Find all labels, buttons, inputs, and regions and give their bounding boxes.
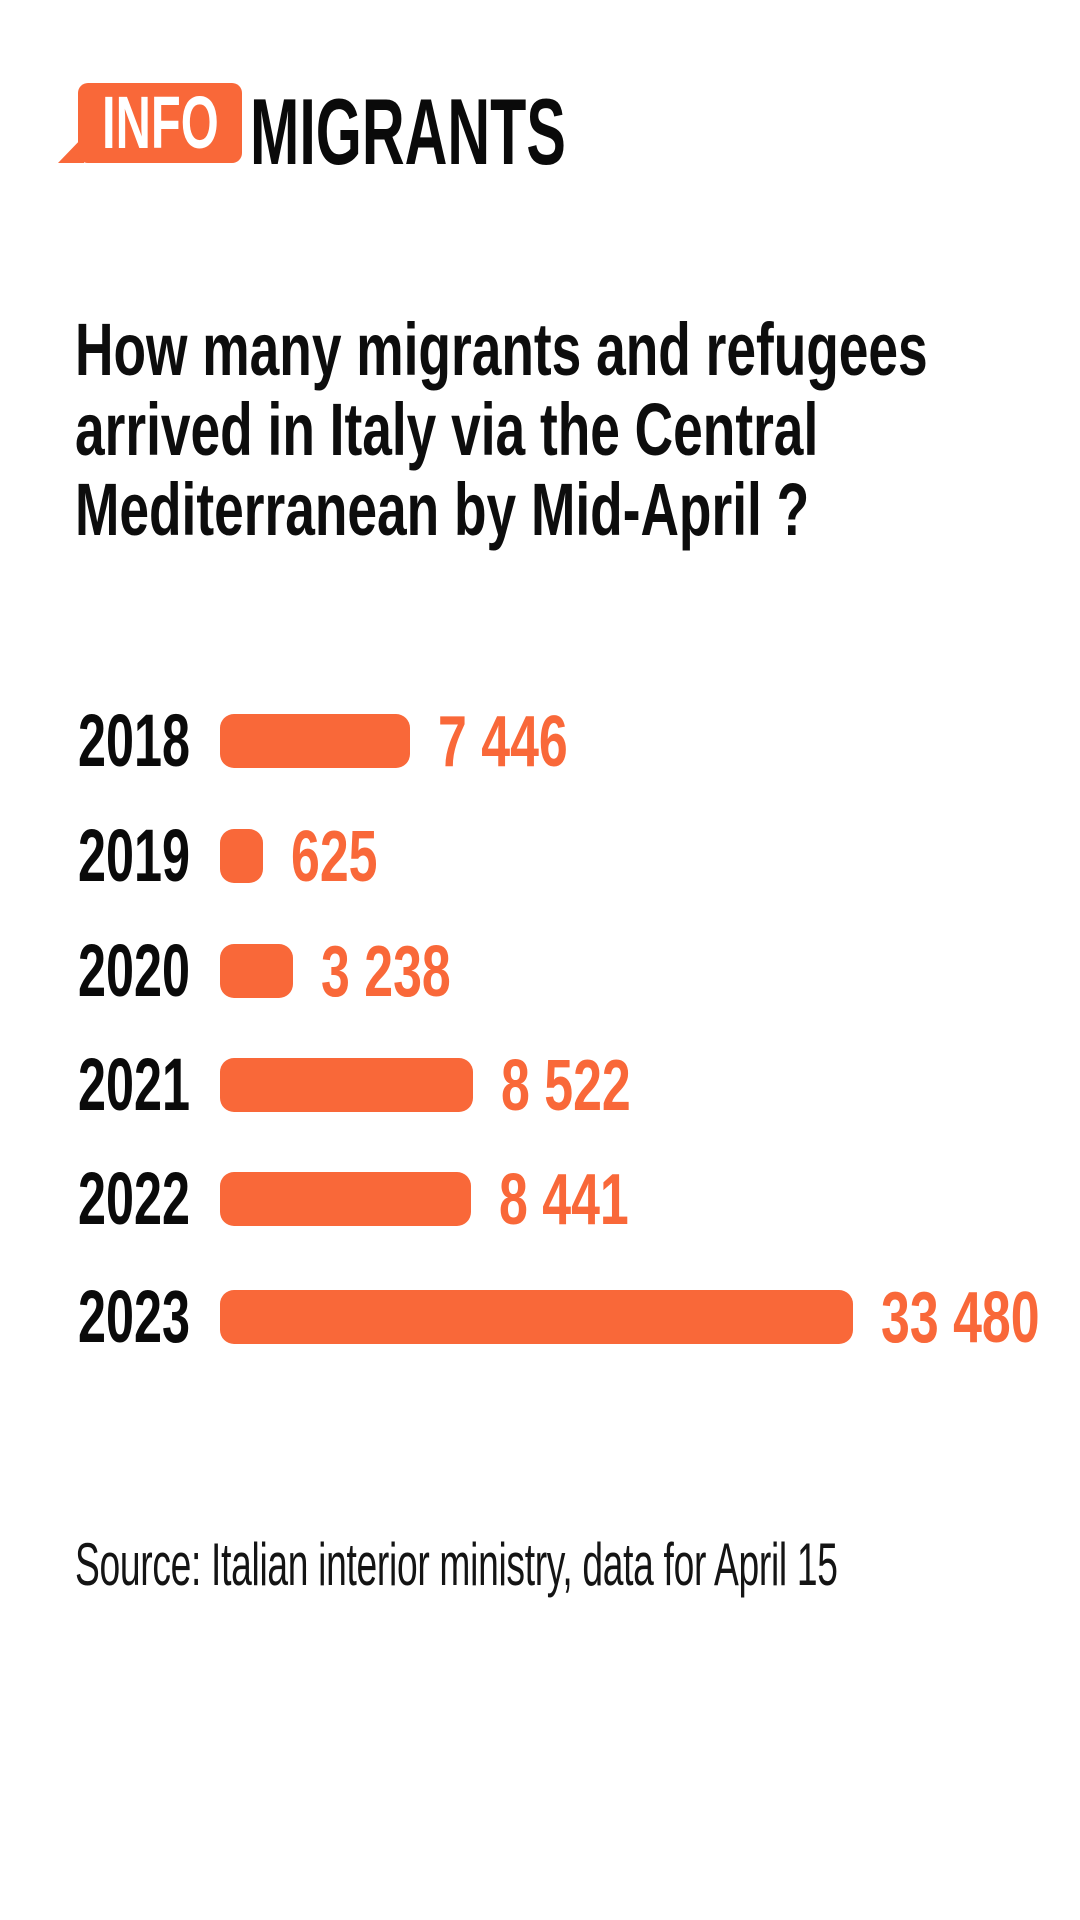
logo-migrants-text: MIGRANTS xyxy=(250,79,566,184)
value-label: 8 441 xyxy=(499,1160,629,1240)
year-label: 2020 xyxy=(78,929,190,1012)
value-label: 3 238 xyxy=(321,932,451,1012)
bar-2019 xyxy=(220,829,263,883)
value-label: 33 480 xyxy=(881,1278,1040,1358)
source-note: Source: Italian interior ministry, data … xyxy=(75,1531,838,1598)
chart-title-line-3: Mediterranean by Mid-April ? xyxy=(75,468,810,551)
value-label: 625 xyxy=(291,817,378,897)
year-label: 2019 xyxy=(78,814,190,897)
logo-info-text: INFO xyxy=(101,81,219,164)
year-label: 2018 xyxy=(78,699,190,782)
bar-2022 xyxy=(220,1172,471,1226)
year-label: 2022 xyxy=(78,1157,190,1240)
logo-info-bubble: INFO xyxy=(78,83,242,163)
year-label: 2021 xyxy=(78,1043,190,1126)
value-label: 7 446 xyxy=(438,702,568,782)
bar-2018 xyxy=(220,714,410,768)
bar-2020 xyxy=(220,944,293,998)
chart-title: How many migrants and refugees arrived i… xyxy=(75,310,928,550)
year-label: 2023 xyxy=(78,1275,190,1358)
bar-2021 xyxy=(220,1058,473,1112)
chart-title-line-1: How many migrants and refugees xyxy=(75,308,928,391)
chart-title-line-2: arrived in Italy via the Central xyxy=(75,388,819,471)
bar-2023 xyxy=(220,1290,853,1344)
value-label: 8 522 xyxy=(501,1046,631,1126)
